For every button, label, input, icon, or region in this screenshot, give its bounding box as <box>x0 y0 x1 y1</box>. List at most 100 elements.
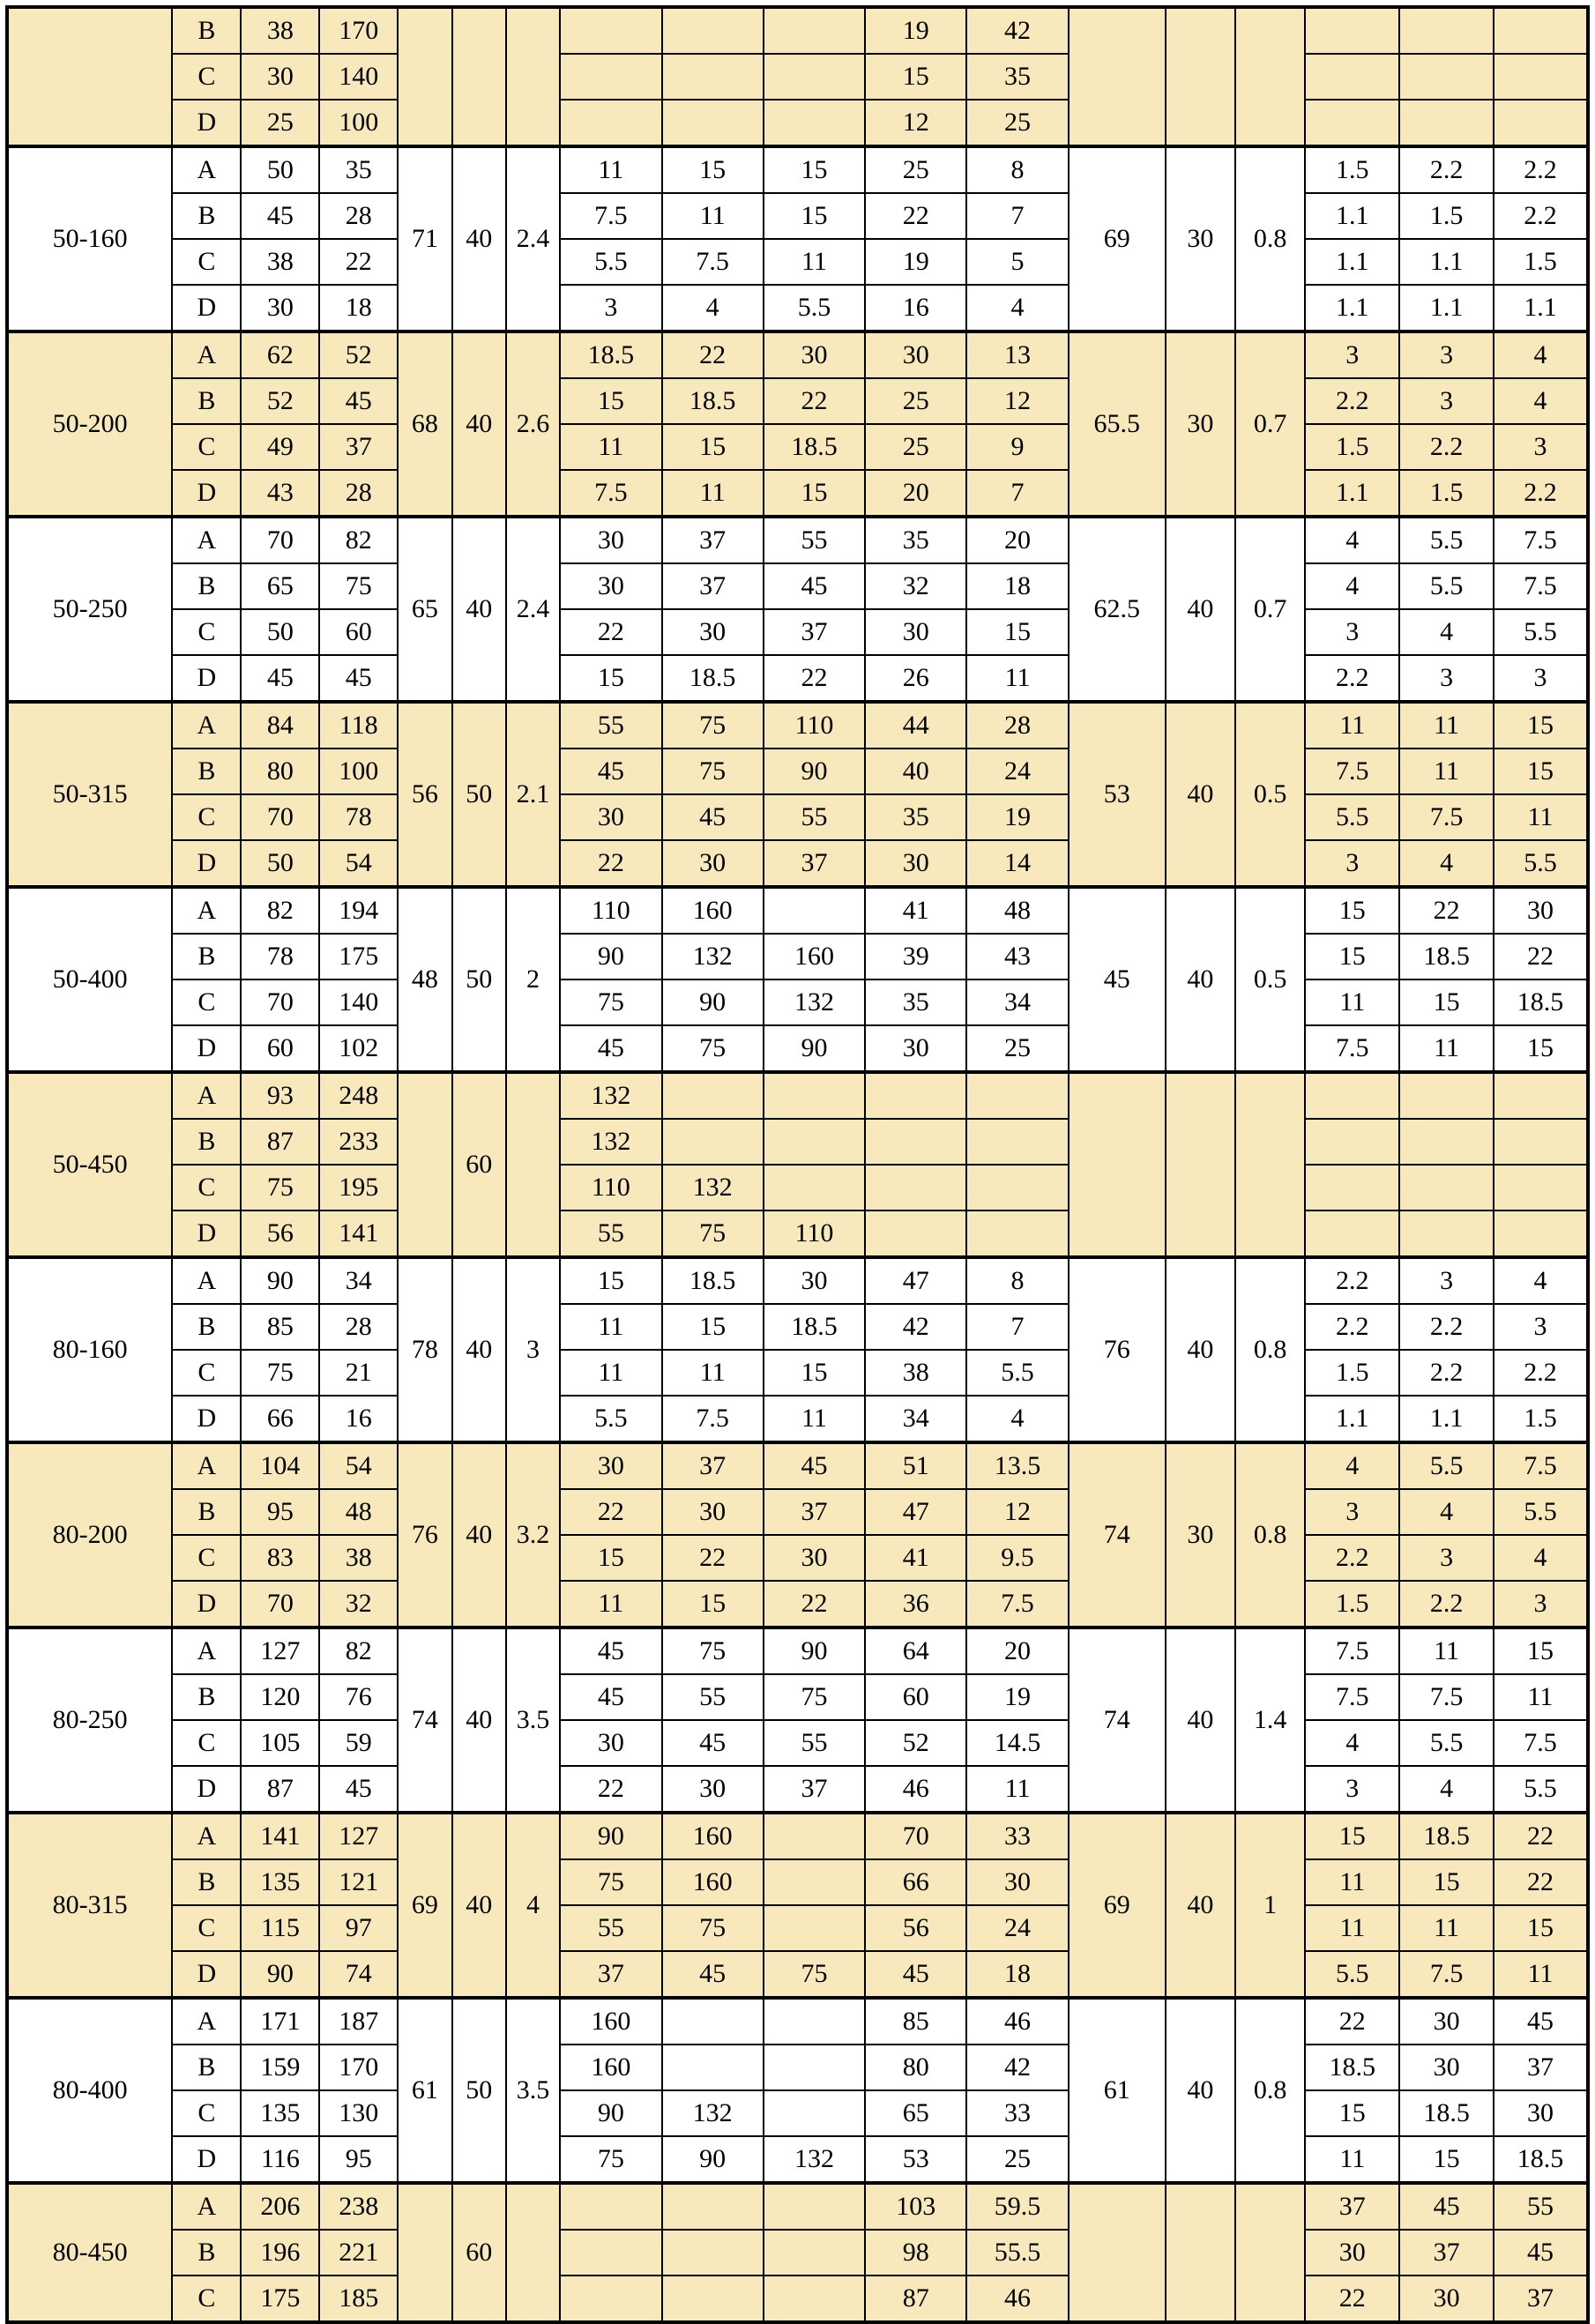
value-cell-c15: 1.1 <box>1304 1395 1401 1443</box>
value-cell-c3: 45 <box>318 1765 399 1814</box>
value-cell-c16: 11 <box>1398 700 1494 749</box>
span-cell-c13: 40 <box>1164 1996 1237 2184</box>
value-cell-c2: 127 <box>240 1626 321 1675</box>
impeller-code-cell: C <box>171 53 242 101</box>
value-cell-c9: 30 <box>762 1534 867 1582</box>
value-cell-c17: 22 <box>1493 1858 1589 1906</box>
table-row: 50-250 A 70 82 65 40 2.4 30 37 55 35 20 62.5 40 0.7 4 5.… <box>5 515 1589 703</box>
value-cell-c17: 2.2 <box>1493 192 1589 240</box>
span-cell-c5: 60 <box>451 2181 507 2323</box>
span-cell-c13: 30 <box>1164 330 1237 518</box>
value-cell-c10: 22 <box>864 192 968 240</box>
value-cell-c11: 15 <box>965 608 1070 656</box>
value-cell-c17 <box>1493 1164 1589 1211</box>
span-cell-c5: 40 <box>451 1811 507 1999</box>
value-cell-c15: 4 <box>1304 562 1401 610</box>
value-cell-c9: 45 <box>762 562 867 610</box>
value-cell-c16: 3 <box>1398 330 1494 379</box>
table-row: 80-315 A 141 127 69 40 4 90 160 70 33 69 40 1 15 18.5 22 <box>5 1811 1589 1999</box>
value-cell-c11: 42 <box>965 5 1070 55</box>
impeller-code-cell: C <box>171 1164 242 1211</box>
table-row: D 87 45 22 30 37 46 11 3 4 5.5 <box>7 1765 1589 1814</box>
value-cell-c10: 30 <box>864 839 968 888</box>
value-cell-c11: 34 <box>965 979 1070 1026</box>
span-cell-c14: 0.7 <box>1234 515 1307 703</box>
impeller-code-cell: B <box>171 377 242 425</box>
value-cell-c15: 11 <box>1304 2135 1401 2184</box>
table-row: C 70 140 75 90 132 35 34 11 15 18.5 <box>7 979 1589 1026</box>
pump-specification-table: B 38 170 19 42 C 30 140 15 35 D 25 100 12 25 50-160 A 50 3… <box>5 5 1590 2324</box>
value-cell-c17: 5.5 <box>1493 608 1589 656</box>
value-cell-c8: 75 <box>660 748 764 795</box>
value-cell-c15: 7.5 <box>1304 1673 1401 1721</box>
value-cell-c16: 1.1 <box>1398 284 1494 332</box>
impeller-code-cell: A <box>171 700 242 749</box>
value-cell-c11: 18 <box>965 1950 1070 1999</box>
table-row: 80-450 A 206 238 60 103 59.5 37 45 55 <box>5 2181 1589 2323</box>
value-cell-c16: 2.2 <box>1398 423 1494 471</box>
value-cell-c7: 110 <box>559 1164 663 1211</box>
value-cell-c17: 1.5 <box>1493 1395 1589 1443</box>
table-row: C 105 59 30 45 55 52 14.5 4 5.5 7.5 <box>7 1719 1589 1767</box>
span-cell-c4: 48 <box>397 885 453 1073</box>
value-cell-c7: 11 <box>559 145 663 194</box>
span-cell-c12: 76 <box>1067 1255 1166 1443</box>
value-cell-c17: 11 <box>1493 793 1589 841</box>
span-cell-c14: 0.8 <box>1234 145 1307 332</box>
value-cell-c11: 14 <box>965 839 1070 888</box>
value-cell-c8: 45 <box>660 793 764 841</box>
value-cell-c2: 56 <box>240 1210 321 1258</box>
value-cell-c9: 90 <box>762 748 867 795</box>
value-cell-c9: 132 <box>762 2135 867 2184</box>
value-cell-c8: 7.5 <box>660 1395 764 1443</box>
value-cell-c9: 160 <box>762 933 867 980</box>
value-cell-c7: 22 <box>559 1488 663 1536</box>
value-cell-c3: 37 <box>318 423 399 471</box>
impeller-code-cell: B <box>171 1303 242 1351</box>
value-cell-c16: 45 <box>1398 2181 1494 2231</box>
table-row: C 83 38 15 22 30 41 9.5 2.2 3 4 <box>7 1534 1589 1582</box>
span-cell-c4 <box>397 2181 453 2323</box>
value-cell-c2: 30 <box>240 53 321 101</box>
span-cell-c6: 2.6 <box>504 330 562 518</box>
value-cell-c3: 52 <box>318 330 399 379</box>
value-cell-c17: 2.2 <box>1493 145 1589 194</box>
value-cell-c17: 22 <box>1493 1811 1589 1860</box>
value-cell-c10: 47 <box>864 1488 968 1536</box>
value-cell-c10: 38 <box>864 1349 968 1397</box>
value-cell-c11: 33 <box>965 2089 1070 2137</box>
value-cell-c3: 95 <box>318 2135 399 2184</box>
value-cell-c11 <box>965 1118 1070 1166</box>
value-cell-c17: 55 <box>1493 2181 1589 2231</box>
span-cell-c6: 3.5 <box>504 1996 562 2184</box>
value-cell-c11: 13 <box>965 330 1070 379</box>
value-cell-c11: 20 <box>965 1626 1070 1675</box>
value-cell-c3: 130 <box>318 2089 399 2137</box>
value-cell-c17: 15 <box>1493 1904 1589 1952</box>
value-cell-c17: 1.5 <box>1493 238 1589 286</box>
value-cell-c9 <box>762 2275 867 2323</box>
value-cell-c15 <box>1304 1210 1401 1258</box>
value-cell-c17: 7.5 <box>1493 515 1589 564</box>
value-cell-c9 <box>762 1811 867 1860</box>
value-cell-c16: 3 <box>1398 1534 1494 1582</box>
value-cell-c15: 4 <box>1304 1719 1401 1767</box>
value-cell-c15: 4 <box>1304 1441 1401 1490</box>
value-cell-c15: 4 <box>1304 515 1401 564</box>
table-row: D 66 16 5.5 7.5 11 34 4 1.1 1.1 1.5 <box>7 1395 1589 1443</box>
value-cell-c8 <box>660 5 764 55</box>
value-cell-c8 <box>660 1118 764 1166</box>
span-cell-c5: 40 <box>451 515 507 703</box>
value-cell-c15: 11 <box>1304 700 1401 749</box>
value-cell-c16: 2.2 <box>1398 1349 1494 1397</box>
value-cell-c8: 22 <box>660 1534 764 1582</box>
value-cell-c11: 5 <box>965 238 1070 286</box>
value-cell-c2: 65 <box>240 562 321 610</box>
span-cell-c14: 1.4 <box>1234 1626 1307 1814</box>
table-body: B 38 170 19 42 C 30 140 15 35 D 25 100 12 25 50-160 A 50 3… <box>5 5 1589 2323</box>
value-cell-c15: 22 <box>1304 1996 1401 2045</box>
table-row: 50-315 A 84 118 56 50 2.1 55 75 110 44 28 53 40 0.5 11 1… <box>5 700 1589 888</box>
value-cell-c10: 85 <box>864 1996 968 2045</box>
value-cell-c9: 110 <box>762 700 867 749</box>
value-cell-c7: 7.5 <box>559 469 663 518</box>
